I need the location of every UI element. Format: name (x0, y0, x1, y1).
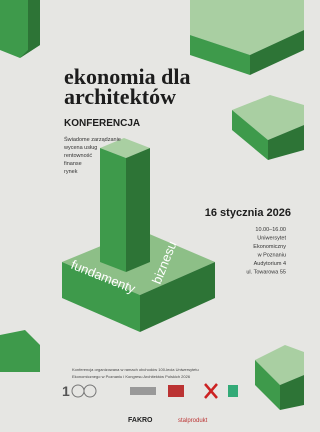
pillar-side (126, 148, 150, 272)
detail: Uniwersytet (257, 236, 286, 242)
logo (130, 387, 156, 395)
detail: Audytorium 4 (254, 261, 286, 267)
topic: rynek (64, 169, 78, 175)
logo: 1 (62, 383, 70, 399)
topic: rentowność (64, 153, 92, 159)
detail: w Poznaniu (257, 253, 286, 259)
sponsor: stalprodukt (178, 418, 208, 424)
footer-text: Ekonomicznego w Poznaniu i Kongresu Arch… (72, 374, 191, 379)
topic: finanse (64, 161, 82, 167)
logo (168, 385, 184, 397)
detail: Ekonomiczny (253, 244, 286, 250)
poster: ekonomia dla architektów KONFERENCJA Świ… (0, 0, 304, 432)
detail: 10.00–16.00 (255, 227, 286, 233)
topic: wycena usług (63, 145, 97, 151)
sponsor: FAKRO (128, 417, 153, 424)
date: 16 stycznia 2026 (205, 207, 291, 219)
title: architektów (64, 84, 176, 109)
topic: Świadome zarządzanie (64, 135, 121, 143)
logo (228, 385, 238, 397)
pillar-side (100, 148, 126, 272)
footer-text: Konferencja organizowana w ramach obchod… (72, 367, 199, 372)
subtitle: KONFERENCJA (64, 118, 140, 129)
detail: ul. Towarowa 55 (246, 270, 286, 276)
